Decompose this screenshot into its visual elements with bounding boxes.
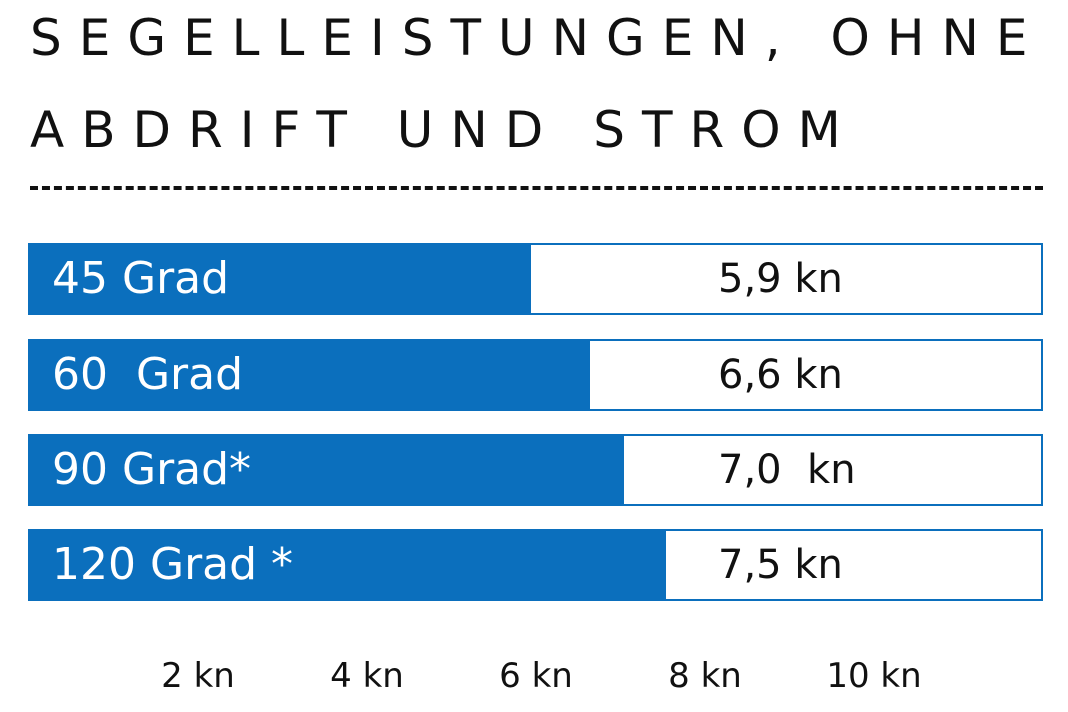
bar-fill: [30, 245, 531, 313]
chart-title-line-1: SEGELLEISTUNGEN, OHNE: [30, 9, 1045, 67]
bar-category-label: 45 Grad: [52, 253, 230, 304]
bar-value-label: 5,9 kn: [718, 256, 843, 302]
chart-title-line-2: ABDRIFT UND STROM: [30, 101, 858, 159]
dashed-divider: [30, 186, 1043, 190]
bar-row: 90 Grad* 7,0 kn: [28, 434, 1043, 506]
bar-category-label: 60 Grad: [52, 349, 244, 400]
bar-category-label: 90 Grad*: [52, 444, 252, 495]
bar-fill: [30, 531, 666, 599]
bar-row: 60 Grad 6,6 kn: [28, 339, 1043, 411]
bar-category-label: 120 Grad *: [52, 539, 294, 590]
x-tick-label: 2 kn: [161, 656, 235, 696]
bar-value-label: 6,6 kn: [718, 352, 843, 398]
bar-value-label: 7,0 kn: [718, 447, 856, 493]
bar-row: 120 Grad * 7,5 kn: [28, 529, 1043, 601]
x-tick-label: 6 kn: [499, 656, 573, 696]
bar-fill: [30, 341, 590, 409]
bar-fill: [30, 436, 624, 504]
bar-row: 45 Grad 5,9 kn: [28, 243, 1043, 315]
x-tick-label: 10 kn: [826, 656, 922, 696]
x-tick-label: 4 kn: [330, 656, 404, 696]
chart-title: SEGELLEISTUNGEN, OHNE ABDRIFT UND STROM: [30, 0, 1044, 176]
x-tick-label: 8 kn: [668, 656, 742, 696]
bar-value-label: 7,5 kn: [718, 542, 843, 588]
